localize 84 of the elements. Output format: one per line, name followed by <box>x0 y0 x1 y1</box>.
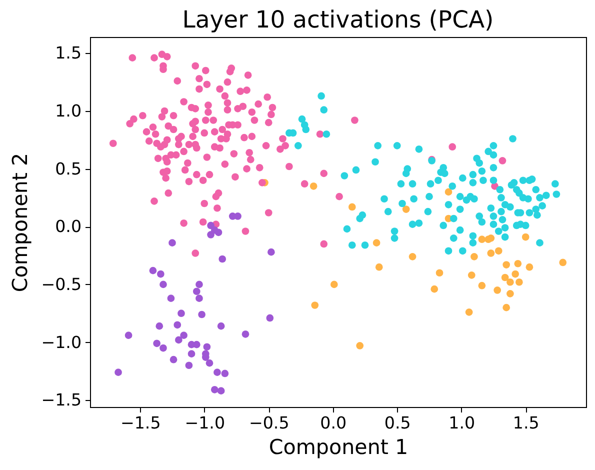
x-axis-title: Component 1 <box>268 435 408 460</box>
x-tick-label: −0.5 <box>248 414 290 432</box>
point <box>153 340 160 348</box>
y-tick-label: 0.5 <box>55 159 82 178</box>
point <box>196 280 203 288</box>
point <box>124 332 132 339</box>
point <box>468 272 476 279</box>
point <box>221 370 229 378</box>
point <box>444 188 452 196</box>
point <box>206 359 214 367</box>
point <box>514 260 522 268</box>
point <box>487 250 495 257</box>
point <box>167 294 175 302</box>
point <box>465 308 473 316</box>
point <box>408 253 416 260</box>
point <box>178 310 185 318</box>
point <box>268 248 275 256</box>
point <box>217 387 225 394</box>
point <box>356 342 364 350</box>
point <box>436 269 444 277</box>
point <box>506 278 514 286</box>
point <box>506 290 514 298</box>
point <box>266 314 274 322</box>
point <box>502 304 510 312</box>
point <box>203 343 211 351</box>
point <box>160 344 167 352</box>
point <box>501 274 509 282</box>
point <box>375 263 383 271</box>
point <box>168 239 176 246</box>
point <box>160 280 167 288</box>
chart-title: Layer 10 activations (PCA) <box>182 6 494 34</box>
point <box>494 247 502 255</box>
point <box>170 356 178 364</box>
point <box>217 322 225 330</box>
point <box>348 203 356 211</box>
point <box>174 321 182 329</box>
point <box>478 236 486 244</box>
point <box>430 285 438 293</box>
y-tick-label: −1.5 <box>41 390 82 410</box>
point <box>372 239 380 246</box>
point <box>470 253 478 260</box>
point <box>487 234 495 242</box>
y-tick-label: 1.0 <box>55 102 82 120</box>
y-tick-label: 1.5 <box>55 44 82 63</box>
point <box>478 282 486 290</box>
point <box>185 362 193 370</box>
point <box>198 310 206 318</box>
point <box>311 302 319 309</box>
point <box>196 294 203 302</box>
point <box>234 212 242 220</box>
point <box>192 288 200 296</box>
point <box>516 278 523 286</box>
x-tick-label: 1.0 <box>448 414 476 432</box>
point <box>242 330 250 338</box>
point <box>512 270 519 278</box>
point <box>310 182 318 190</box>
point <box>174 336 182 344</box>
point <box>114 368 122 376</box>
point <box>210 226 218 234</box>
y-tick-label: −0.5 <box>41 274 82 294</box>
x-tick-label: 0.0 <box>320 414 347 432</box>
point <box>156 322 164 330</box>
y-tick-label: 0.0 <box>55 217 82 236</box>
point <box>207 231 214 238</box>
point <box>330 280 338 288</box>
x-tick-label: 0.5 <box>384 414 411 432</box>
y-axis-title: Component 2 <box>8 152 32 292</box>
point <box>188 350 196 358</box>
y-tick-label: −1.0 <box>41 332 82 352</box>
point <box>210 386 218 394</box>
point <box>526 263 534 271</box>
point <box>149 266 157 274</box>
point <box>218 255 226 263</box>
point <box>502 261 510 268</box>
x-tick-label: 1.5 <box>512 414 540 432</box>
point <box>522 233 530 241</box>
point <box>494 286 502 294</box>
point <box>402 206 410 213</box>
x-tick-label: −1.5 <box>120 414 161 432</box>
point <box>559 258 567 266</box>
point <box>180 332 188 339</box>
point <box>214 368 221 376</box>
x-tick-label: −1.0 <box>184 414 226 432</box>
point <box>157 270 164 278</box>
